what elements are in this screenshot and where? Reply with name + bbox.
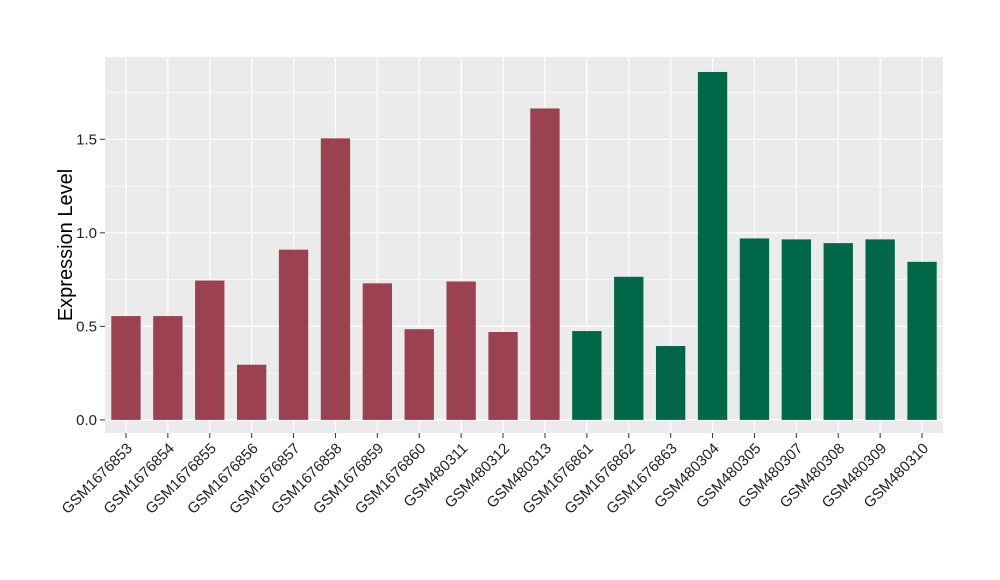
- y-tick-label: 1.5: [76, 131, 97, 148]
- y-axis: 0.0 0.5 1.0 1.5: [76, 131, 105, 429]
- bar: [320, 138, 351, 420]
- bar: [278, 249, 309, 420]
- y-axis-title: Expression Level: [55, 169, 77, 321]
- bar: [236, 364, 267, 420]
- plot-panel: [105, 57, 943, 433]
- bar: [572, 331, 602, 420]
- bar: [781, 239, 812, 420]
- bar: [865, 239, 895, 420]
- bar: [488, 331, 518, 420]
- bar: [655, 346, 686, 420]
- bar: [362, 283, 393, 420]
- bar: [739, 238, 770, 420]
- bar: [530, 108, 560, 420]
- bars: [111, 71, 937, 420]
- x-tick-label: GSM1676853: [59, 440, 136, 517]
- bar: [614, 276, 644, 420]
- bar: [404, 329, 434, 420]
- bar: [823, 243, 853, 420]
- bar: [907, 261, 937, 420]
- bar: [697, 71, 728, 420]
- y-tick-label: 0.0: [76, 412, 97, 429]
- x-axis: GSM1676853GSM1676854GSM1676855GSM1676856…: [59, 433, 932, 518]
- bar: [111, 316, 141, 420]
- y-tick-label: 1.0: [76, 225, 97, 242]
- bar: [153, 316, 183, 420]
- bar: [195, 280, 225, 420]
- y-tick-label: 0.5: [76, 318, 97, 335]
- bar: [446, 281, 476, 420]
